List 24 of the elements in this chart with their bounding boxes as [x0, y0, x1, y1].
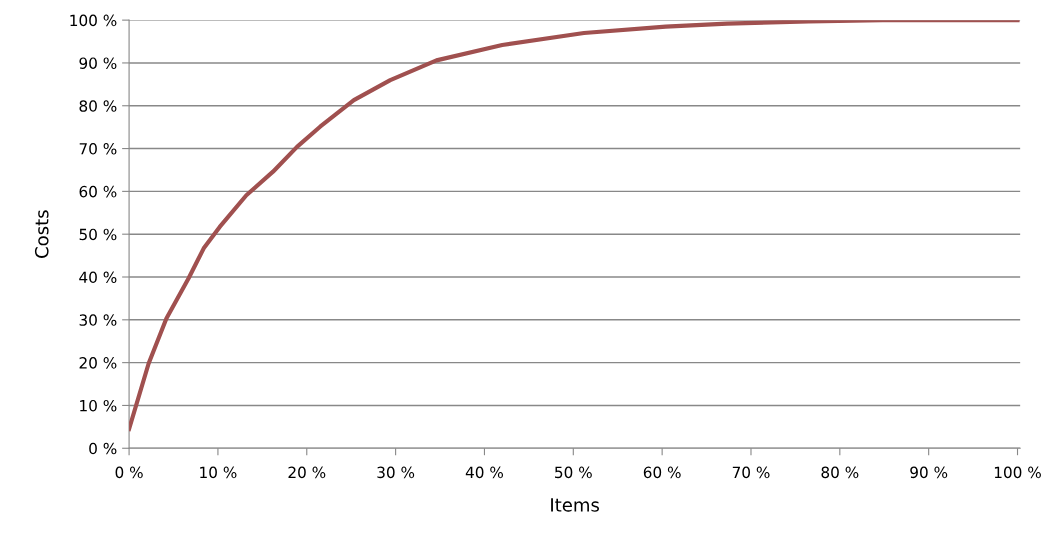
x-tick-label: 20 %	[288, 466, 326, 479]
x-tick-label: 90 %	[910, 466, 948, 479]
y-tick-label: 0 %	[89, 442, 117, 455]
x-tick-label: 0 %	[115, 466, 143, 479]
x-tick-label: 70 %	[732, 466, 770, 479]
x-tick-label: 100 %	[994, 466, 1041, 479]
x-tick-label: 40 %	[465, 466, 504, 479]
x-tick-label: 80 %	[821, 466, 859, 479]
y-tick-label: 70 %	[79, 143, 117, 155]
x-axis-title: Items	[551, 498, 599, 512]
x-tick-label: 10 %	[200, 466, 237, 479]
y-tick-label: 100 %	[70, 14, 117, 27]
y-tick-label: 50 %	[79, 228, 117, 241]
y-tick-label: 90 %	[79, 57, 117, 69]
y-tick-label: 30 %	[79, 314, 117, 326]
y-tick-label: 10 %	[80, 399, 117, 412]
y-tick-label: 80 %	[79, 100, 117, 112]
x-tick-label: 50 %	[555, 466, 592, 479]
y-axis-title: Costs	[34, 210, 49, 258]
y-tick-label: 20 %	[79, 357, 117, 369]
y-tick-label: 60 %	[79, 185, 117, 198]
x-tick-label: 60 %	[643, 466, 681, 479]
x-tick-label: 30 %	[377, 466, 415, 479]
y-tick-label: 40 %	[79, 271, 117, 284]
